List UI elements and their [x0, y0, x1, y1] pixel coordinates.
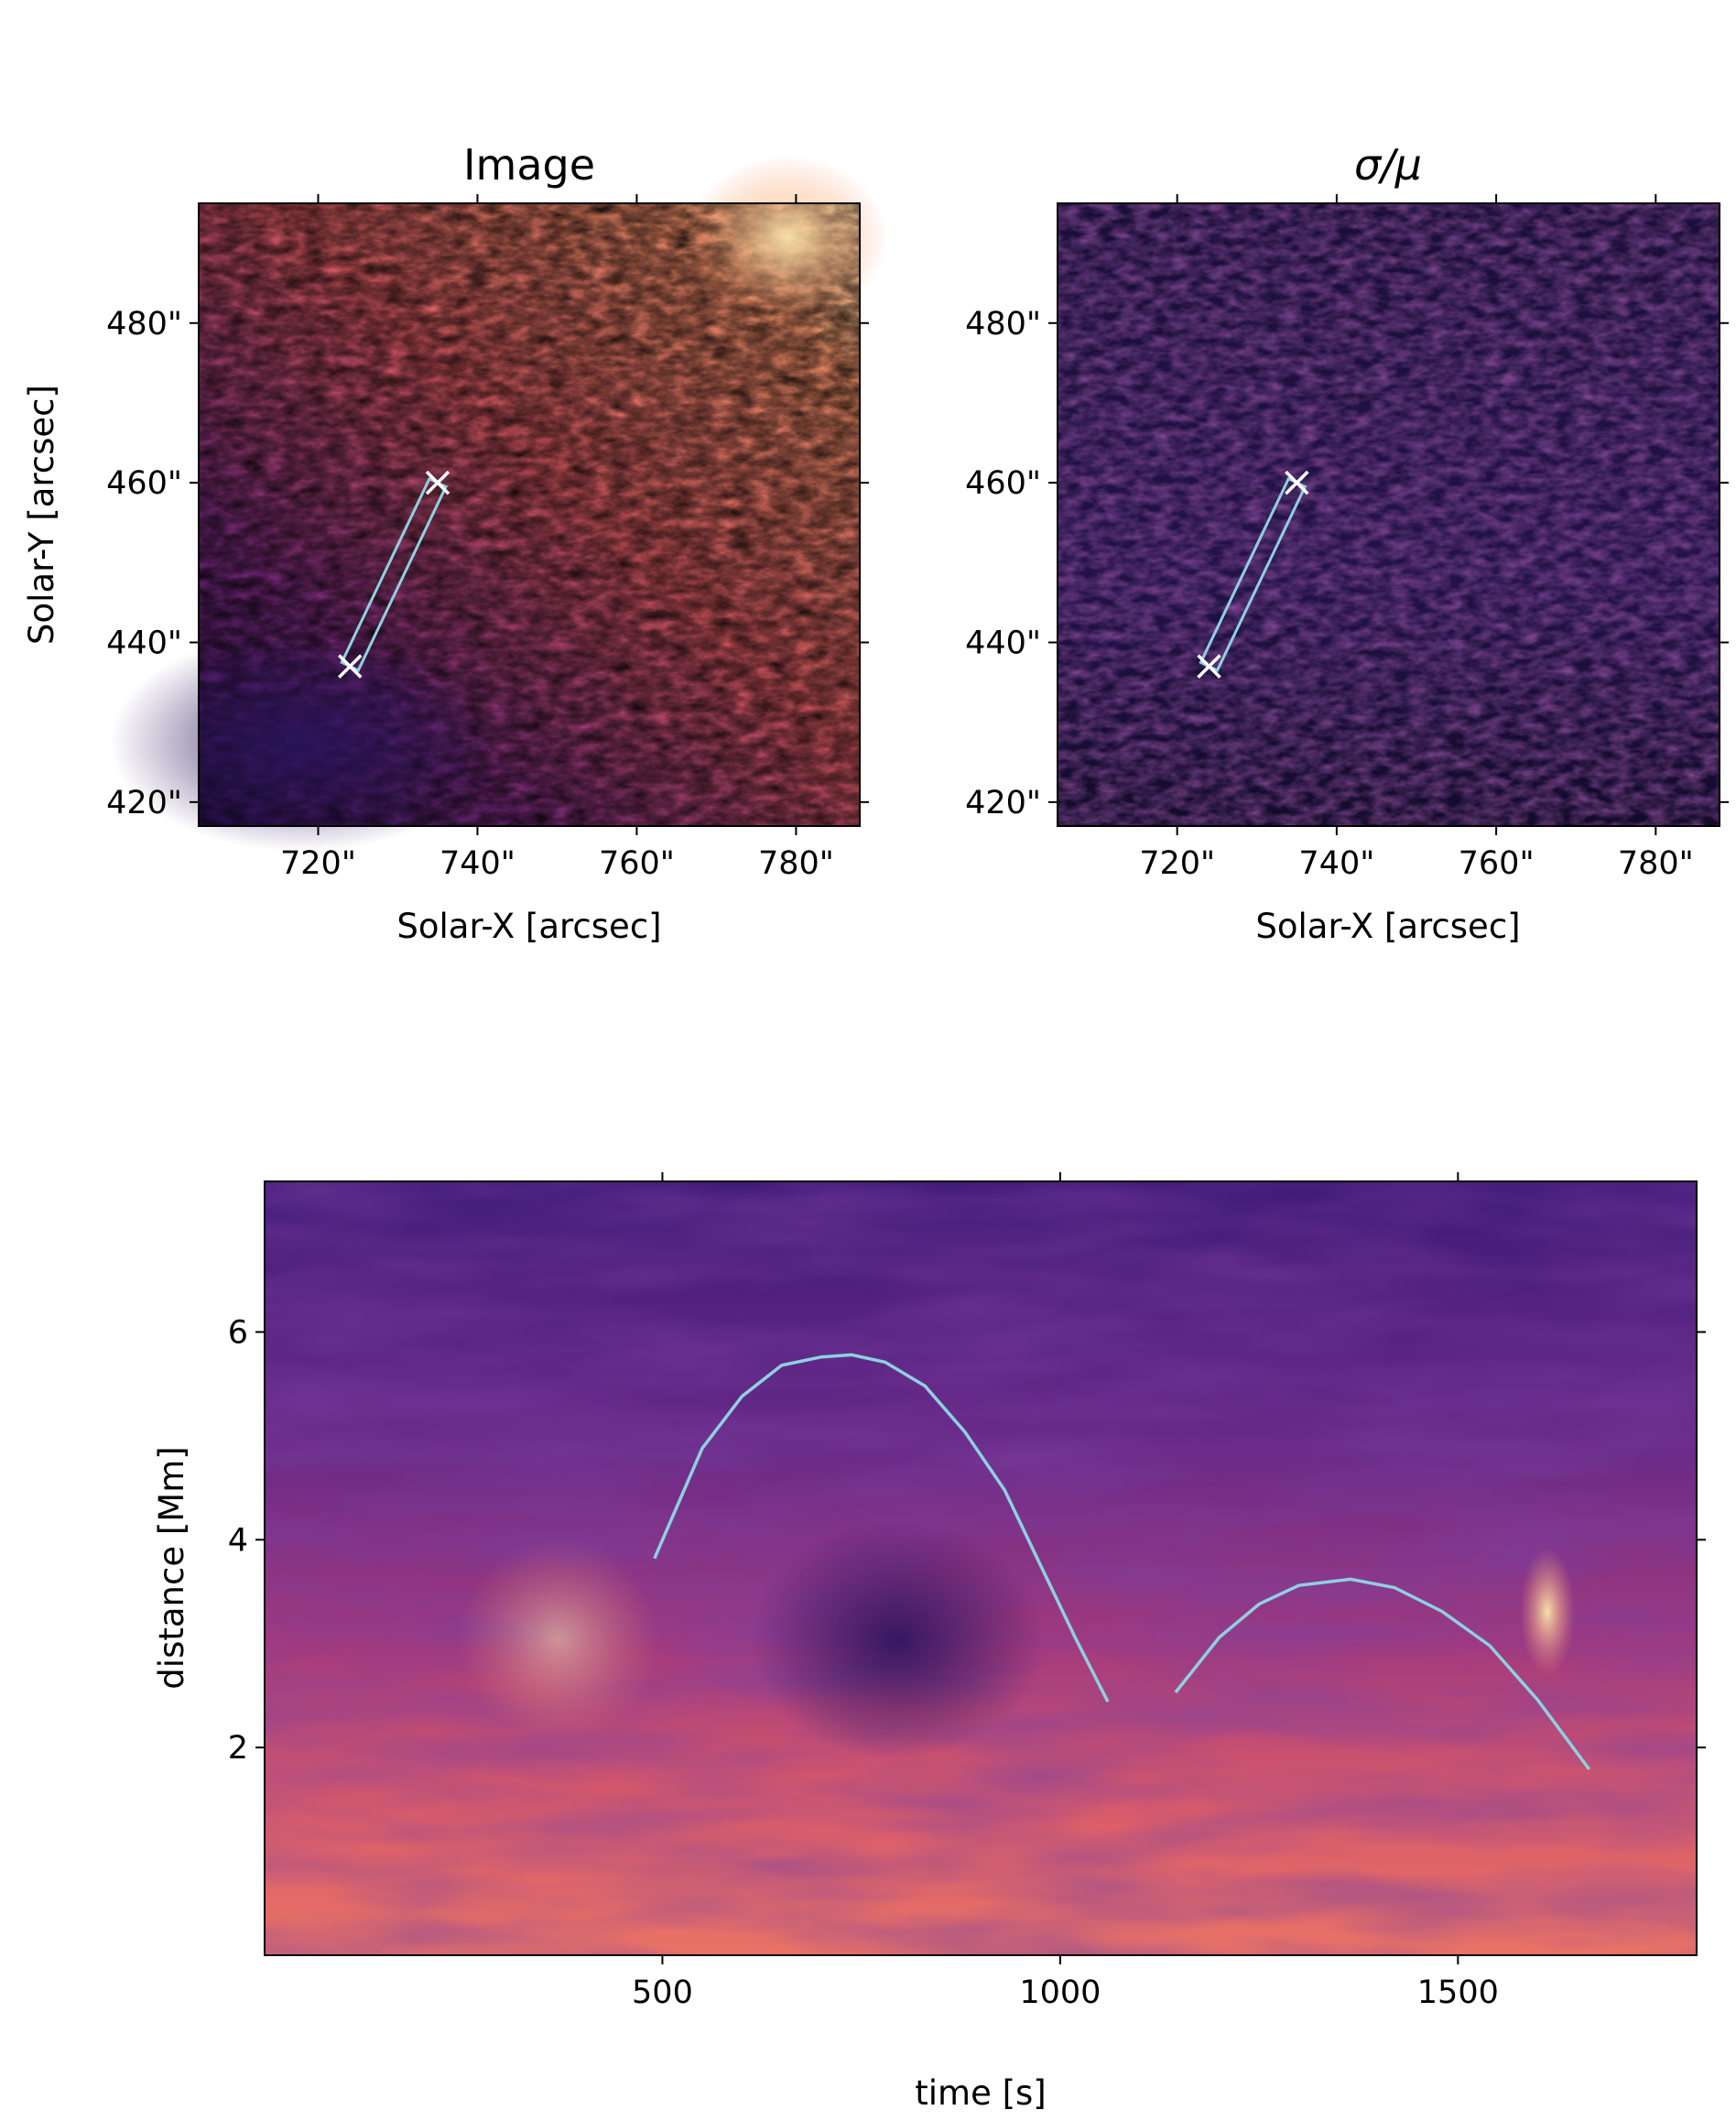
- x-tick-label: 500: [632, 1974, 693, 2011]
- fit-curve: [1174, 1577, 1591, 1771]
- timedistance-ticks: 500 1000 1500 2 4 6: [228, 1172, 1706, 2011]
- timedistance-fits: [653, 1353, 1591, 1771]
- image-ylabel: Solar-Y [arcsec]: [22, 385, 61, 645]
- sigma-slit: [1197, 470, 1309, 679]
- x-tick-label: 760": [599, 845, 675, 882]
- y-tick-label: 460": [965, 465, 1041, 502]
- sigma-title: σ/μ: [1354, 140, 1422, 190]
- sigma-xlabel: Solar-X [arcsec]: [1255, 907, 1520, 946]
- image-xlabel: Solar-X [arcsec]: [396, 907, 661, 946]
- x-tick-label: 720": [280, 845, 356, 882]
- x-tick-label: 1500: [1417, 1974, 1499, 2011]
- y-tick-label: 440": [965, 625, 1041, 661]
- slit-endpoint-marker: [425, 470, 450, 495]
- sigma-frame: [1057, 202, 1720, 827]
- x-tick-label: 720": [1139, 845, 1215, 882]
- timedistance-frame: [264, 1180, 1698, 1956]
- y-tick-label: 460": [106, 465, 182, 502]
- x-tick-label: 1000: [1019, 1974, 1101, 2011]
- sigma-texture: [1058, 203, 1720, 826]
- timedistance-bright-streak: [1520, 1548, 1575, 1676]
- x-tick-label: 740": [1298, 845, 1374, 882]
- y-tick-label: 440": [106, 625, 182, 661]
- y-tick-label: 420": [106, 785, 182, 821]
- image-slit: [338, 470, 450, 679]
- x-tick-label: 780": [758, 845, 834, 882]
- slit-endpoint-marker: [338, 654, 363, 679]
- image-bright-region: [687, 156, 888, 321]
- image-frame: [198, 202, 861, 827]
- x-tick-label: 740": [439, 845, 515, 882]
- y-tick-label: 480": [106, 306, 182, 343]
- y-tick-label: 6: [228, 1314, 248, 1351]
- image-panel: 720" 740" 760" 780" 420" 440" 460" 480" Image S…: [22, 140, 888, 946]
- fit-curve: [653, 1353, 1110, 1702]
- sigma-panel: 720" 740" 760" 780" 420" 440" 460" 480" σ/μ Sol…: [965, 140, 1729, 946]
- x-tick-label: 780": [1618, 845, 1694, 882]
- image-ticks: 720" 740" 760" 780" 420" 440" 460" 480": [106, 194, 869, 882]
- image-title: Image: [463, 140, 595, 190]
- y-tick-label: 2: [228, 1730, 248, 1767]
- slit-endpoint-marker: [1285, 470, 1309, 495]
- x-tick-label: 760": [1459, 845, 1535, 882]
- timedistance-ylabel: distance [Mm]: [152, 1446, 191, 1689]
- timedistance-bright-blob: [458, 1539, 659, 1740]
- timedistance-dark-region: [751, 1520, 1044, 1758]
- y-tick-label: 4: [228, 1522, 248, 1559]
- y-tick-label: 420": [965, 785, 1041, 821]
- timedistance-xlabel: time [s]: [915, 2073, 1047, 2113]
- timedistance-panel: 500 1000 1500 2 4 6 time [s] distance [Mm]: [152, 1172, 1706, 2113]
- y-tick-label: 480": [965, 306, 1041, 343]
- sigma-ticks: 720" 740" 760" 780" 420" 440" 460" 480": [965, 194, 1729, 882]
- slit-endpoint-marker: [1197, 654, 1221, 679]
- image-dark-region: [110, 632, 494, 852]
